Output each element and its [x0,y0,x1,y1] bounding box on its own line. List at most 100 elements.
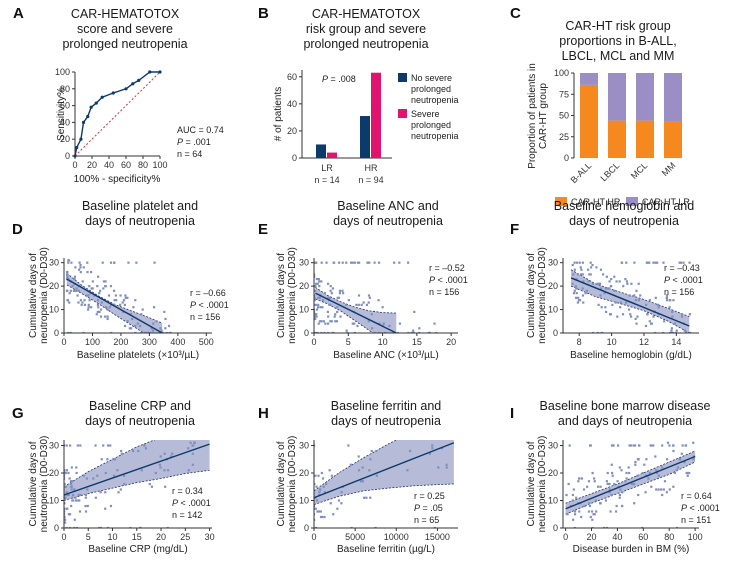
data-point [126,320,129,323]
roc-point [94,101,98,105]
y-tick-label: 30 [299,441,309,451]
data-point [323,292,326,295]
data-point [115,299,118,302]
data-point [143,331,146,333]
r-stat: r = –0.52 [429,263,465,273]
data-point [591,263,594,267]
data-point [334,320,337,323]
data-point [636,458,640,461]
panel-g-ylabel-line: Cumulative days of [28,441,39,526]
data-point [314,474,317,477]
data-point [314,507,317,510]
data-point [152,322,155,325]
data-point [616,315,619,318]
data-point [662,488,665,491]
data-point [629,315,633,318]
data-point [98,310,101,314]
data-point [315,499,319,502]
y-tick-label: 20 [49,468,59,478]
x-tick-label: 20 [446,337,456,347]
x-tick-label: 15 [132,532,142,542]
data-point [361,466,364,469]
category-n-label: n = 14 [314,175,339,185]
data-point [84,510,88,513]
category-label: MM [660,160,678,178]
data-point [648,261,651,264]
data-point [129,313,132,316]
data-point [571,282,574,285]
data-point [627,466,630,469]
data-point [336,310,339,314]
band-lower-edge [570,285,690,333]
data-point [610,444,614,447]
data-point [346,331,349,333]
data-point [608,280,611,283]
data-point [321,477,325,480]
data-point [357,455,360,458]
data-point [608,482,611,486]
data-point [670,329,673,332]
data-point [139,526,142,528]
data-point [171,452,174,455]
data-point [579,266,582,269]
data-point [577,273,580,276]
data-point [315,315,318,318]
data-point [634,317,637,321]
data-point [589,515,592,519]
data-point [637,299,641,302]
data-point [581,261,584,264]
data-point [317,303,320,306]
data-point [393,261,396,264]
data-point [319,515,323,519]
data-point [106,315,109,318]
regression-line [64,443,210,496]
data-point [87,306,90,309]
data-point [351,322,354,325]
panel-h-title-line: days of neutropenia [331,414,441,428]
data-point [64,482,66,486]
roc-point [81,120,86,124]
data-point [618,466,621,469]
x-tick-label: 0 [563,532,568,542]
data-point [571,493,575,497]
data-point [440,447,444,450]
data-point [648,320,651,323]
x-tick-label: 30 [205,532,215,542]
data-point [369,458,372,461]
data-point [367,301,370,304]
data-point [64,469,66,472]
data-point [377,299,380,302]
data-point [408,449,412,453]
data-point [328,296,331,299]
data-point [314,317,316,321]
data-point [120,449,123,453]
data-point [361,480,365,483]
band-upper-edge [565,450,696,504]
data-point [193,441,196,444]
data-point [624,301,628,304]
data-point [600,287,603,290]
data-point [64,485,66,488]
data-point [80,303,83,306]
category-label: LBCL [598,160,621,183]
x-tick-label: 5 [86,532,91,542]
n-stat: n = 156 [190,312,220,322]
data-point [628,471,631,475]
data-point [140,469,143,472]
data-point [326,282,330,285]
data-point [610,463,613,466]
data-point [688,261,691,264]
data-point [637,282,640,285]
data-point [99,526,102,528]
data-point [113,458,117,461]
x-tick-label: 20 [156,532,166,542]
regression-line [570,277,690,327]
data-point [119,488,122,491]
data-point [636,315,639,318]
data-point [79,299,82,302]
band-lower-edge [66,284,145,333]
data-point [605,275,608,278]
data-point [100,308,103,311]
